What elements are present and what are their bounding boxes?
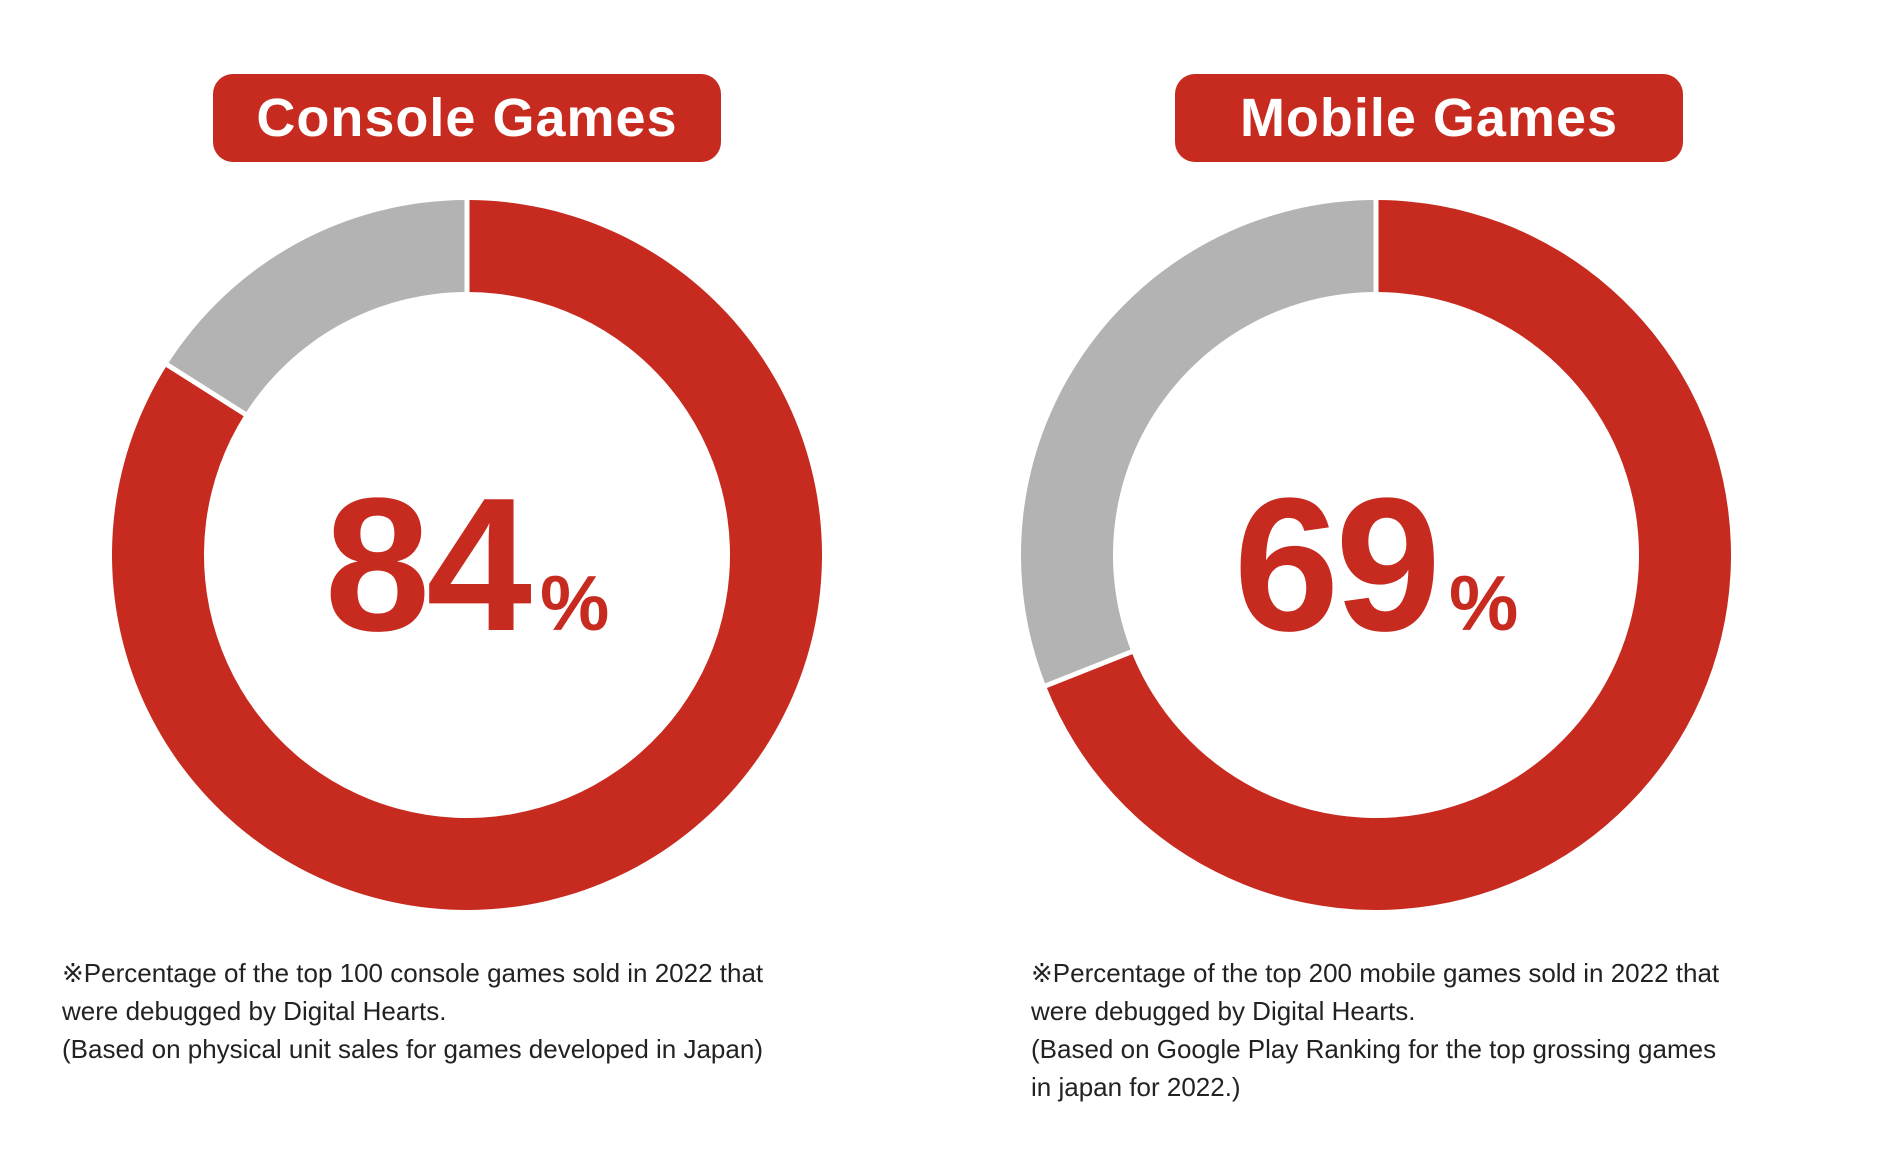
mobile-games-footnote-line: in japan for 2022.): [1031, 1072, 1241, 1102]
mobile-games-footnote-line: ※Percentage of the top 200 mobile games …: [1031, 958, 1720, 988]
mobile-games-percent-sign: %: [1448, 559, 1519, 647]
console-games-donut-chart: [112, 200, 822, 910]
mobile-games-title-badge: Mobile Games: [1175, 74, 1683, 162]
mobile-games-footnote-line: were debugged by Digital Hearts.: [1031, 996, 1416, 1026]
console-games-center-value: 84 %: [112, 470, 822, 660]
console-games-percent-sign: %: [539, 559, 610, 647]
console-games-panel: Console Games 84 % ※Percentage of the to…: [62, 74, 942, 1068]
console-games-footnote: ※Percentage of the top 100 console games…: [62, 954, 942, 1068]
mobile-games-percentage: 69: [1233, 459, 1441, 671]
mobile-games-footnote-line: (Based on Google Play Ranking for the to…: [1031, 1034, 1717, 1064]
console-games-footnote-line: ※Percentage of the top 100 console games…: [62, 958, 764, 988]
donut-slice-remainder: [1021, 200, 1376, 686]
donut-slice-divider: [164, 361, 248, 418]
console-games-title-badge: Console Games: [213, 74, 721, 162]
mobile-games-footnote: ※Percentage of the top 200 mobile games …: [1031, 954, 1898, 1106]
mobile-games-donut-chart: [1021, 200, 1731, 910]
console-games-footnote-line: (Based on physical unit sales for games …: [62, 1034, 763, 1064]
donut-slice-divider: [1043, 648, 1135, 689]
mobile-games-center-value: 69 %: [1021, 470, 1731, 660]
console-games-percentage: 84: [324, 459, 532, 671]
donut-slice-remainder: [167, 200, 467, 415]
mobile-games-panel: Mobile Games 69 % ※Percentage of the top…: [949, 0, 1898, 1174]
console-games-footnote-line: were debugged by Digital Hearts.: [62, 996, 447, 1026]
